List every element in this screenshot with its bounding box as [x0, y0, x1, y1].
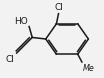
Text: Cl: Cl	[6, 55, 15, 64]
Text: Cl: Cl	[54, 3, 63, 12]
Text: HO: HO	[14, 17, 28, 26]
Text: Me: Me	[83, 64, 95, 73]
